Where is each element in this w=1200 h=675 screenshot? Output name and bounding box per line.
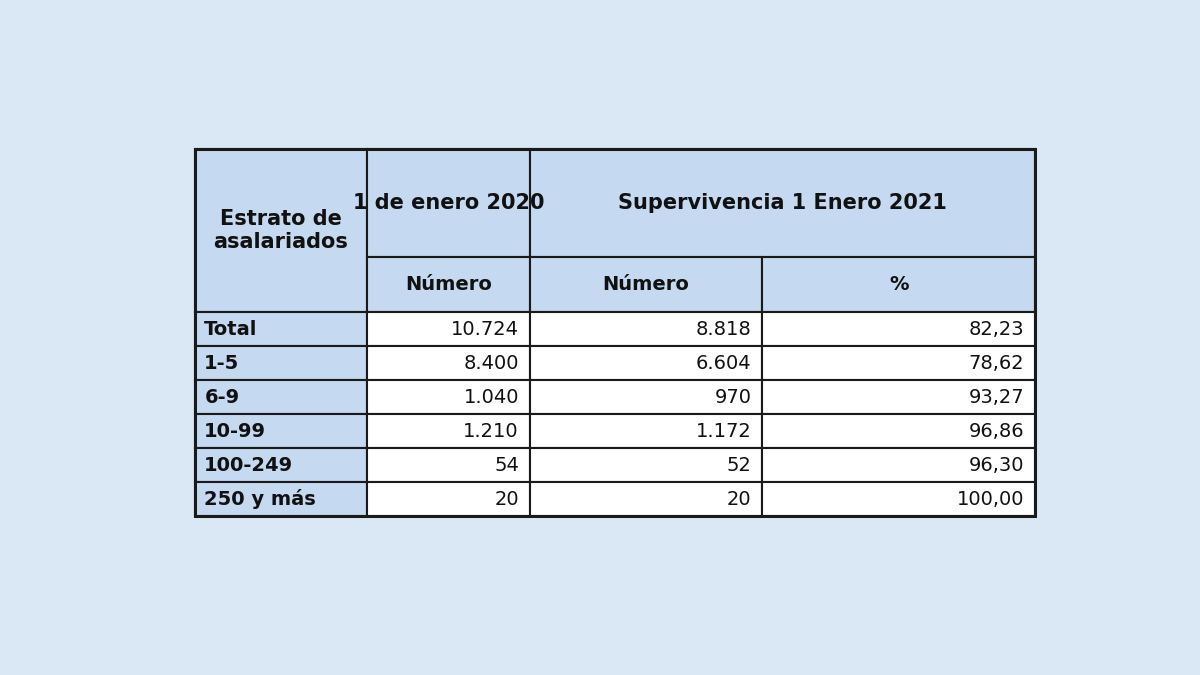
Bar: [194, 380, 367, 414]
Text: Supervivencia 1 Enero 2021: Supervivencia 1 Enero 2021: [618, 192, 947, 213]
Bar: [529, 448, 762, 482]
Bar: [762, 482, 1036, 516]
Bar: [529, 256, 762, 312]
Text: 1.040: 1.040: [463, 387, 518, 406]
Text: 96,86: 96,86: [968, 421, 1025, 441]
Text: 82,23: 82,23: [968, 319, 1025, 338]
Bar: [194, 346, 367, 380]
Text: Total: Total: [204, 319, 258, 338]
Text: 96,30: 96,30: [968, 456, 1025, 475]
Bar: [367, 448, 529, 482]
Text: Número: Número: [404, 275, 492, 294]
Bar: [194, 312, 367, 346]
Text: 1 de enero 2020: 1 de enero 2020: [353, 192, 544, 213]
Text: 100,00: 100,00: [956, 489, 1025, 508]
Text: 1-5: 1-5: [204, 354, 240, 373]
Text: 1.210: 1.210: [463, 421, 518, 441]
Bar: [762, 256, 1036, 312]
Bar: [762, 346, 1036, 380]
Bar: [529, 482, 762, 516]
Bar: [529, 148, 1036, 256]
Text: 250 y más: 250 y más: [204, 489, 316, 509]
Text: 100-249: 100-249: [204, 456, 293, 475]
Bar: [367, 380, 529, 414]
Bar: [762, 380, 1036, 414]
Bar: [194, 448, 367, 482]
Text: 93,27: 93,27: [968, 387, 1025, 406]
Text: %: %: [889, 275, 908, 294]
Bar: [367, 346, 529, 380]
Text: 20: 20: [727, 489, 751, 508]
Bar: [194, 148, 367, 312]
Text: Número: Número: [602, 275, 690, 294]
Text: 20: 20: [494, 489, 518, 508]
Bar: [529, 312, 762, 346]
Text: 10.724: 10.724: [451, 319, 518, 338]
Bar: [194, 148, 1036, 516]
Text: 1.172: 1.172: [696, 421, 751, 441]
Bar: [529, 414, 762, 448]
Bar: [194, 482, 367, 516]
Bar: [367, 312, 529, 346]
Bar: [529, 380, 762, 414]
Bar: [367, 148, 529, 256]
Text: 54: 54: [494, 456, 518, 475]
Bar: [529, 346, 762, 380]
Text: 10-99: 10-99: [204, 421, 266, 441]
Text: 6.604: 6.604: [696, 354, 751, 373]
Bar: [762, 312, 1036, 346]
Bar: [762, 414, 1036, 448]
Text: 52: 52: [726, 456, 751, 475]
Bar: [367, 256, 529, 312]
Text: 6-9: 6-9: [204, 387, 239, 406]
Text: 78,62: 78,62: [968, 354, 1025, 373]
Bar: [367, 414, 529, 448]
Text: 970: 970: [714, 387, 751, 406]
Text: 8.818: 8.818: [696, 319, 751, 338]
Bar: [194, 414, 367, 448]
Text: Estrato de
asalariados: Estrato de asalariados: [214, 209, 348, 252]
Text: 8.400: 8.400: [463, 354, 518, 373]
Bar: [367, 482, 529, 516]
Bar: [762, 448, 1036, 482]
